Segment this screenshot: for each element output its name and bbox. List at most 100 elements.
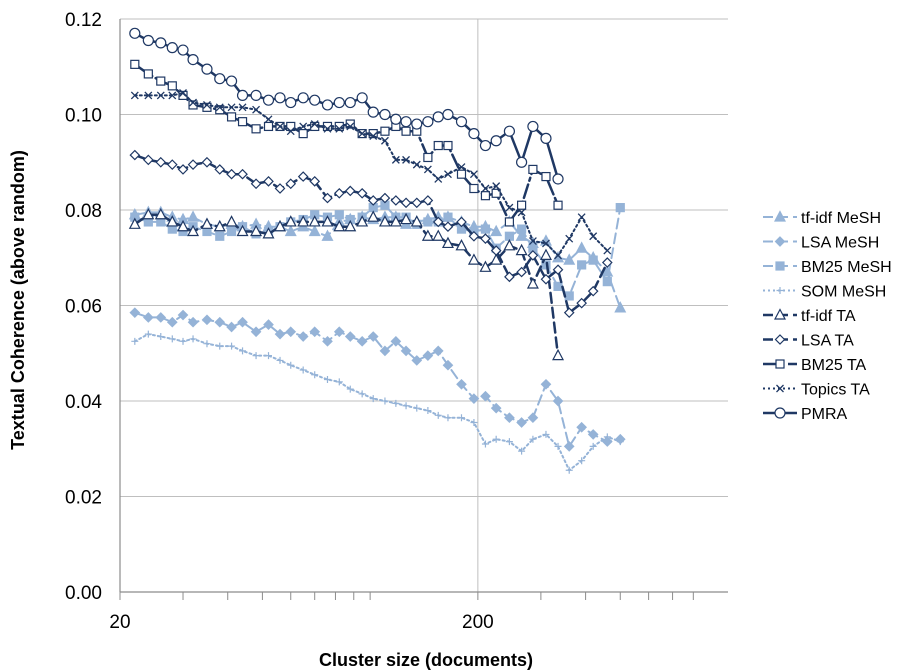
data-point <box>309 176 321 187</box>
legend-marker <box>775 359 785 369</box>
legend-label: LSA MeSH <box>801 235 879 252</box>
data-point <box>423 217 433 227</box>
series-lsa-ta <box>129 149 613 319</box>
data-point <box>228 342 236 350</box>
data-point <box>442 221 454 233</box>
legend-label: tf-idf MeSH <box>801 210 881 227</box>
x-axis-title: Cluster size (documents) <box>319 650 533 670</box>
data-point <box>528 237 537 245</box>
data-point <box>333 187 345 199</box>
data-point <box>423 165 432 174</box>
data-point <box>322 335 333 347</box>
data-point <box>344 185 356 197</box>
data-point <box>129 307 141 319</box>
data-point <box>287 361 295 369</box>
data-point <box>517 200 527 210</box>
data-point <box>421 229 434 241</box>
data-point <box>540 273 552 285</box>
data-point <box>321 99 334 111</box>
data-point <box>143 69 153 79</box>
data-point <box>455 239 468 251</box>
legend-entry: LSA TA <box>763 333 854 350</box>
data-point <box>424 407 432 415</box>
data-point <box>400 116 412 128</box>
y-tick-label: 0.02 <box>65 488 102 509</box>
legend-entry: tf-idf MeSH <box>763 210 881 227</box>
data-point <box>412 160 421 169</box>
data-point <box>423 152 433 163</box>
legend-label: BM25 TA <box>801 357 867 374</box>
data-point <box>490 135 502 147</box>
data-point <box>285 178 297 190</box>
data-point <box>563 253 576 265</box>
data-point <box>262 94 275 106</box>
data-point <box>262 227 275 239</box>
data-point <box>321 229 334 241</box>
legend-marker <box>776 384 784 393</box>
legend: tf-idf MeSH LSA MeSH BM25 MeSH SOM MeSH tf-i… <box>763 210 892 423</box>
legend-marker <box>774 407 786 419</box>
legend-label: PMRA <box>801 406 848 423</box>
data-point <box>334 210 344 220</box>
data-point <box>128 217 141 229</box>
data-point <box>455 116 468 128</box>
data-point <box>432 111 444 123</box>
data-point <box>214 164 226 175</box>
data-point <box>166 42 178 54</box>
data-point <box>250 89 262 102</box>
data-point <box>263 319 274 330</box>
series-som-mesh <box>131 330 624 474</box>
data-point <box>187 224 200 237</box>
data-point <box>576 421 588 433</box>
data-point <box>554 442 562 450</box>
data-point <box>311 371 319 379</box>
data-point <box>492 182 501 191</box>
legend-entry: SOM MeSH <box>763 284 886 301</box>
series-pmra <box>129 27 564 185</box>
data-point <box>264 115 273 124</box>
data-point <box>274 183 286 194</box>
y-tick-label: 0.08 <box>65 201 102 222</box>
data-point <box>552 173 564 185</box>
x-tick-label: 200 <box>462 612 494 633</box>
data-point <box>201 156 213 168</box>
data-point <box>334 121 344 132</box>
data-point <box>411 197 423 209</box>
series-line <box>133 311 622 448</box>
data-point <box>542 430 550 438</box>
data-point <box>203 100 211 109</box>
data-point <box>575 241 588 253</box>
data-point <box>226 226 237 237</box>
data-point <box>252 352 260 360</box>
data-point <box>144 91 153 100</box>
data-point <box>215 103 224 112</box>
data-point <box>411 118 423 130</box>
data-point <box>369 395 377 403</box>
data-point <box>177 44 189 56</box>
data-point <box>129 149 141 161</box>
data-point <box>144 330 152 338</box>
data-point <box>310 120 319 129</box>
data-point <box>333 219 346 232</box>
legend-label: BM25 MeSH <box>801 259 892 276</box>
data-point <box>540 378 552 390</box>
data-point <box>400 197 412 209</box>
legend-label: tf-idf TA <box>801 308 856 325</box>
legend-entry: BM25 MeSH <box>763 259 892 276</box>
data-point <box>236 89 249 102</box>
data-point <box>528 164 538 175</box>
data-point <box>227 103 236 112</box>
data-point <box>552 264 564 276</box>
data-point <box>443 140 453 151</box>
data-point <box>481 440 489 448</box>
data-point <box>527 412 539 424</box>
data-point <box>285 96 297 109</box>
data-point <box>189 98 198 107</box>
data-point <box>552 348 565 361</box>
data-point <box>490 245 502 256</box>
data-point <box>490 402 502 414</box>
data-point <box>213 219 226 232</box>
data-point <box>457 163 466 171</box>
data-point <box>201 63 213 75</box>
